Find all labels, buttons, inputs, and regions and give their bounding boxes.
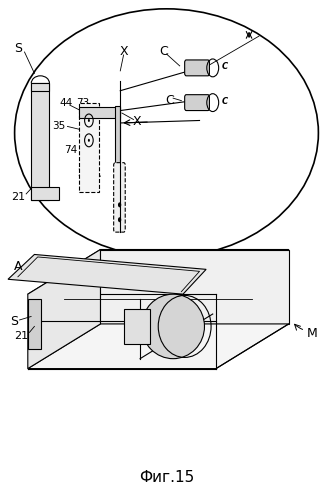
- Polygon shape: [28, 250, 289, 294]
- Text: X: X: [119, 44, 128, 57]
- Text: Фиг.15: Фиг.15: [139, 470, 194, 485]
- Text: C: C: [159, 44, 167, 57]
- FancyBboxPatch shape: [79, 107, 120, 118]
- Text: C: C: [221, 97, 227, 106]
- Circle shape: [88, 119, 90, 122]
- Bar: [79, 103, 99, 193]
- Text: 74: 74: [64, 145, 77, 155]
- Polygon shape: [28, 299, 41, 349]
- Circle shape: [188, 96, 194, 106]
- Text: 35: 35: [53, 121, 66, 131]
- Polygon shape: [28, 250, 101, 369]
- Circle shape: [118, 203, 121, 207]
- Text: 44: 44: [59, 98, 72, 108]
- Circle shape: [118, 217, 121, 222]
- Text: X: X: [133, 115, 141, 128]
- Text: 21: 21: [11, 193, 25, 203]
- Text: 21: 21: [14, 331, 28, 341]
- FancyBboxPatch shape: [31, 188, 59, 200]
- Polygon shape: [28, 324, 289, 369]
- Polygon shape: [216, 250, 289, 324]
- Text: 73: 73: [76, 98, 89, 108]
- Text: S: S: [11, 315, 19, 328]
- Text: M: M: [306, 327, 317, 340]
- Ellipse shape: [142, 294, 204, 359]
- Text: C: C: [221, 62, 227, 71]
- FancyBboxPatch shape: [185, 60, 209, 76]
- Polygon shape: [101, 250, 289, 324]
- FancyBboxPatch shape: [31, 83, 49, 91]
- Text: A: A: [14, 260, 22, 273]
- FancyBboxPatch shape: [124, 309, 150, 344]
- FancyBboxPatch shape: [31, 83, 49, 200]
- Text: S: S: [14, 42, 22, 55]
- FancyBboxPatch shape: [114, 163, 125, 232]
- Circle shape: [88, 139, 90, 142]
- Polygon shape: [8, 254, 206, 294]
- FancyBboxPatch shape: [185, 95, 209, 111]
- FancyBboxPatch shape: [115, 106, 120, 193]
- Text: 20: 20: [77, 168, 91, 178]
- Text: C: C: [166, 94, 174, 107]
